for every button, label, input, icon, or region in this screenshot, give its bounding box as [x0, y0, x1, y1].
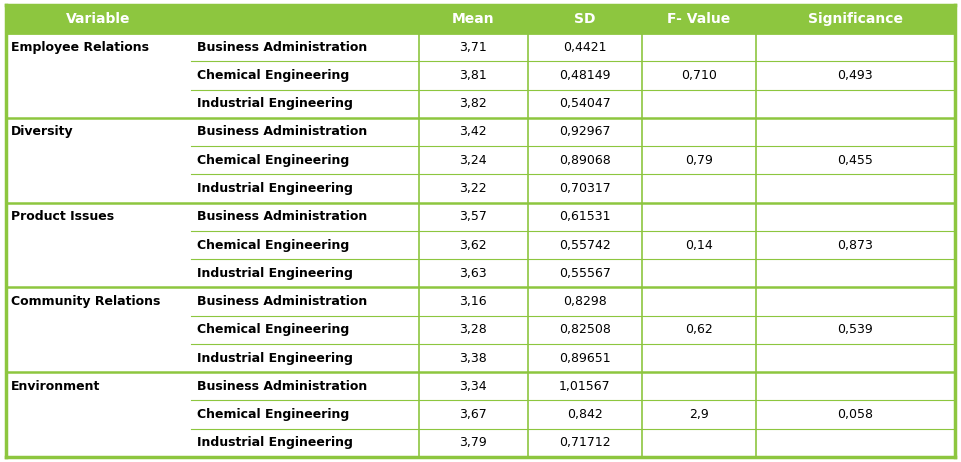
Text: 0,62: 0,62 [685, 323, 713, 336]
Text: Industrial Engineering: Industrial Engineering [197, 437, 353, 450]
Text: 0,710: 0,710 [680, 69, 717, 82]
Text: 0,82508: 0,82508 [559, 323, 611, 336]
Text: Employee Relations: Employee Relations [11, 41, 149, 54]
Text: 0,4421: 0,4421 [563, 41, 606, 54]
Text: 3,63: 3,63 [459, 267, 487, 280]
Text: Product Issues: Product Issues [11, 210, 114, 223]
Text: 3,22: 3,22 [459, 182, 487, 195]
Text: Chemical Engineering: Chemical Engineering [197, 408, 349, 421]
Bar [6, 5, 955, 33]
Text: 3,62: 3,62 [459, 238, 487, 251]
Text: 3,28: 3,28 [459, 323, 487, 336]
Text: 0,55742: 0,55742 [559, 238, 611, 251]
Text: 3,82: 3,82 [459, 97, 487, 110]
Text: 0,89068: 0,89068 [559, 154, 611, 167]
Text: 3,81: 3,81 [459, 69, 487, 82]
Text: 0,61531: 0,61531 [559, 210, 610, 223]
Text: 0,71712: 0,71712 [559, 437, 610, 450]
Text: Industrial Engineering: Industrial Engineering [197, 97, 353, 110]
Text: Business Administration: Business Administration [197, 380, 367, 393]
Text: 0,79: 0,79 [685, 154, 713, 167]
Text: 3,79: 3,79 [459, 437, 487, 450]
Text: 0,55567: 0,55567 [559, 267, 611, 280]
Text: 0,54047: 0,54047 [559, 97, 611, 110]
Text: 3,34: 3,34 [459, 380, 487, 393]
Text: 0,89651: 0,89651 [559, 352, 610, 365]
Text: 3,71: 3,71 [459, 41, 487, 54]
Text: 0,539: 0,539 [837, 323, 874, 336]
Text: Industrial Engineering: Industrial Engineering [197, 352, 353, 365]
Text: 1,01567: 1,01567 [559, 380, 610, 393]
Text: Business Administration: Business Administration [197, 210, 367, 223]
Text: 3,16: 3,16 [459, 295, 487, 308]
Text: 0,70317: 0,70317 [559, 182, 611, 195]
Text: 0,842: 0,842 [567, 408, 603, 421]
Text: 2,9: 2,9 [689, 408, 708, 421]
Text: Business Administration: Business Administration [197, 295, 367, 308]
Text: F- Value: F- Value [667, 12, 730, 26]
Text: 0,14: 0,14 [685, 238, 713, 251]
Text: 3,24: 3,24 [459, 154, 487, 167]
Text: 3,38: 3,38 [459, 352, 487, 365]
Text: Community Relations: Community Relations [11, 295, 160, 308]
Text: Mean: Mean [452, 12, 495, 26]
Text: 0,8298: 0,8298 [563, 295, 606, 308]
Text: Chemical Engineering: Chemical Engineering [197, 154, 349, 167]
Text: Business Administration: Business Administration [197, 126, 367, 139]
Text: Variable: Variable [66, 12, 131, 26]
Text: 0,873: 0,873 [837, 238, 874, 251]
Text: Diversity: Diversity [11, 126, 74, 139]
Text: 0,92967: 0,92967 [559, 126, 610, 139]
Text: 3,57: 3,57 [459, 210, 487, 223]
Text: Industrial Engineering: Industrial Engineering [197, 267, 353, 280]
Text: Chemical Engineering: Chemical Engineering [197, 69, 349, 82]
Text: 3,42: 3,42 [459, 126, 487, 139]
Text: 0,455: 0,455 [837, 154, 874, 167]
Text: Environment: Environment [11, 380, 100, 393]
Text: 3,67: 3,67 [459, 408, 487, 421]
Text: Business Administration: Business Administration [197, 41, 367, 54]
Text: 0,493: 0,493 [838, 69, 874, 82]
Text: Industrial Engineering: Industrial Engineering [197, 182, 353, 195]
Text: Chemical Engineering: Chemical Engineering [197, 238, 349, 251]
Text: 0,058: 0,058 [837, 408, 874, 421]
Text: 0,48149: 0,48149 [559, 69, 610, 82]
Text: Chemical Engineering: Chemical Engineering [197, 323, 349, 336]
Text: Significance: Significance [808, 12, 902, 26]
Text: SD: SD [574, 12, 596, 26]
